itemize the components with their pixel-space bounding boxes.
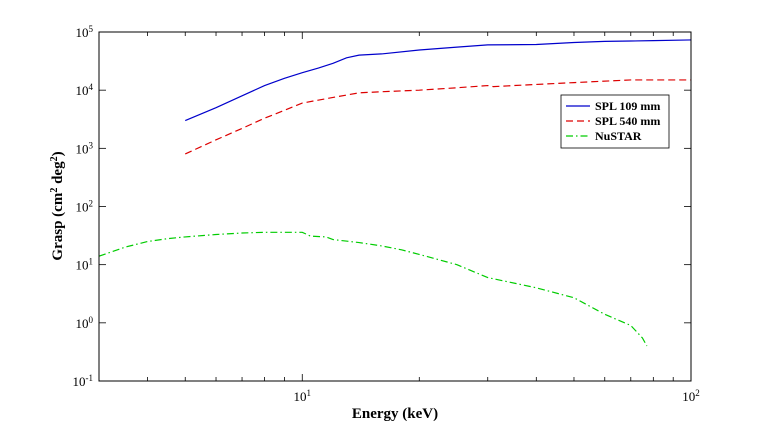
series-line-2 bbox=[98, 231, 648, 347]
plot-area bbox=[99, 32, 691, 381]
x-tick-label: 101 bbox=[294, 388, 312, 404]
y-tick-label: 100 bbox=[76, 315, 94, 331]
y-tick-label: 102 bbox=[76, 199, 94, 215]
y-tick-label: 104 bbox=[76, 82, 94, 98]
series-line-0 bbox=[185, 39, 692, 122]
y-tick-labels: 10-1 100 101 102 103 104 105 bbox=[73, 24, 94, 389]
y-tick-label: 105 bbox=[76, 24, 94, 40]
legend-label: NuSTAR bbox=[595, 129, 642, 143]
x-tick-labels: 101 102 bbox=[294, 388, 700, 404]
legend-label: SPL 109 mm bbox=[595, 99, 660, 113]
y-axis-title: Grasp (cm2 deg2) bbox=[49, 151, 67, 260]
y-tick-label: 101 bbox=[76, 257, 94, 273]
y-tick-label: 10-1 bbox=[73, 373, 94, 389]
plot-frame bbox=[98, 31, 692, 382]
series-line-1 bbox=[184, 79, 691, 155]
x-tick-label: 102 bbox=[682, 388, 700, 404]
y-tick-label: 103 bbox=[76, 140, 94, 156]
x-axis-title: Energy (keV) bbox=[352, 406, 438, 422]
series-layer bbox=[98, 39, 692, 347]
legend-label: SPL 540 mm bbox=[595, 114, 660, 128]
